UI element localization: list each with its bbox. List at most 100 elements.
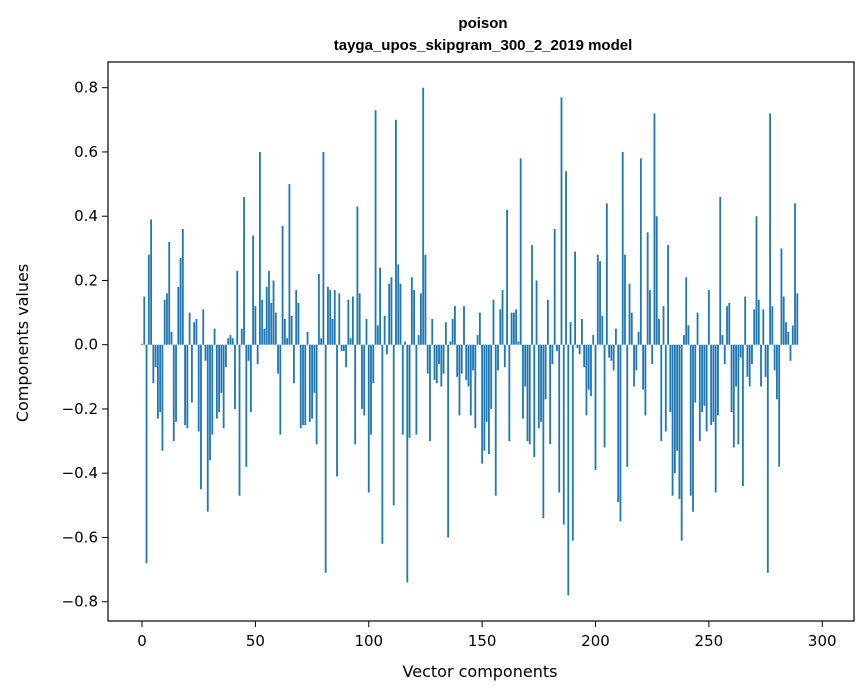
bar-161 bbox=[506, 209, 508, 345]
bar-200 bbox=[594, 344, 597, 470]
bar-7 bbox=[156, 344, 159, 419]
y-tick-label-7: 0.6 bbox=[74, 143, 98, 161]
bar-99 bbox=[365, 319, 368, 345]
bar-94 bbox=[354, 344, 357, 445]
bar-208 bbox=[612, 344, 615, 371]
bar-237 bbox=[678, 344, 681, 499]
bar-264 bbox=[739, 344, 742, 358]
bar-47 bbox=[247, 344, 250, 361]
bar-95 bbox=[356, 206, 359, 345]
bar-79 bbox=[320, 338, 323, 345]
bar-70 bbox=[299, 344, 302, 429]
bar-3 bbox=[147, 254, 150, 345]
bar-195 bbox=[583, 344, 586, 368]
bar-117 bbox=[406, 344, 409, 583]
x-tick-label-2: 100 bbox=[354, 632, 383, 650]
bar-194 bbox=[581, 319, 583, 345]
bar-116 bbox=[404, 341, 406, 345]
bar-253 bbox=[714, 344, 717, 493]
bar-104 bbox=[376, 325, 379, 345]
bar-138 bbox=[454, 306, 456, 345]
bar-180 bbox=[549, 344, 552, 445]
bar-269 bbox=[751, 344, 753, 364]
bar-58 bbox=[272, 280, 275, 345]
bar-49 bbox=[252, 235, 255, 345]
bar-259 bbox=[728, 302, 731, 345]
bar-130 bbox=[435, 344, 438, 384]
bar-98 bbox=[363, 344, 366, 416]
bar-192 bbox=[576, 344, 579, 348]
bar-131 bbox=[438, 344, 440, 364]
bar-173 bbox=[533, 344, 536, 458]
x-axis-label: Vector components bbox=[403, 662, 558, 681]
y-tick-label-6: 0.4 bbox=[74, 207, 98, 225]
bar-66 bbox=[290, 315, 293, 345]
bar-28 bbox=[204, 344, 207, 361]
bar-119 bbox=[410, 277, 413, 345]
bar-115 bbox=[401, 344, 404, 435]
bar-159 bbox=[501, 290, 504, 345]
bar-90 bbox=[345, 344, 347, 368]
bar-217 bbox=[633, 344, 635, 387]
bar-33 bbox=[215, 344, 218, 419]
bar-134 bbox=[444, 322, 447, 345]
bar-177 bbox=[542, 344, 545, 519]
bar-69 bbox=[297, 302, 300, 345]
bar-165 bbox=[515, 309, 518, 345]
bar-121 bbox=[415, 344, 418, 435]
bar-46 bbox=[245, 344, 248, 467]
bar-196 bbox=[585, 344, 588, 416]
bar-179 bbox=[546, 299, 549, 345]
y-tick-label-0: −0.8 bbox=[62, 593, 98, 611]
bar-72 bbox=[304, 344, 307, 426]
bar-26 bbox=[200, 344, 202, 490]
bar-128 bbox=[431, 319, 434, 345]
bar-266 bbox=[744, 296, 747, 345]
bar-16 bbox=[177, 286, 180, 345]
bar-110 bbox=[390, 277, 393, 345]
bar-63 bbox=[283, 319, 286, 345]
bar-273 bbox=[760, 344, 762, 387]
bar-32 bbox=[213, 328, 216, 345]
bar-101 bbox=[370, 344, 372, 435]
bar-0 bbox=[141, 343, 143, 345]
bar-112 bbox=[395, 119, 397, 345]
bar-4 bbox=[150, 219, 152, 345]
bar-162 bbox=[508, 344, 511, 442]
bar-156 bbox=[494, 344, 497, 496]
bar-235 bbox=[673, 344, 676, 474]
bar-182 bbox=[553, 229, 556, 345]
x-tick-label-5: 250 bbox=[695, 632, 724, 650]
bar-86 bbox=[336, 344, 338, 477]
bar-222 bbox=[644, 344, 647, 416]
bar-191 bbox=[574, 251, 576, 345]
bar-155 bbox=[492, 299, 495, 345]
bar-199 bbox=[592, 335, 595, 345]
bar-61 bbox=[279, 344, 282, 435]
bar-219 bbox=[637, 331, 640, 345]
bar-37 bbox=[225, 344, 227, 368]
bar-102 bbox=[372, 344, 375, 384]
bar-10 bbox=[163, 299, 166, 345]
bar-284 bbox=[785, 322, 787, 345]
bar-80 bbox=[322, 151, 325, 345]
bar-254 bbox=[717, 344, 719, 416]
bar-171 bbox=[528, 344, 531, 445]
bar-224 bbox=[649, 290, 651, 345]
bar-210 bbox=[617, 344, 620, 503]
bar-97 bbox=[361, 344, 363, 409]
bar-198 bbox=[590, 344, 592, 397]
bar-93 bbox=[351, 296, 354, 345]
bar-43 bbox=[238, 344, 241, 496]
bar-277 bbox=[769, 113, 772, 345]
bar-65 bbox=[288, 184, 291, 345]
bar-40 bbox=[231, 338, 234, 345]
bar-271 bbox=[755, 216, 758, 345]
bar-30 bbox=[209, 344, 211, 461]
bar-125 bbox=[424, 254, 427, 345]
bar-45 bbox=[243, 196, 245, 345]
bar-169 bbox=[524, 344, 527, 387]
bar-276 bbox=[766, 344, 769, 573]
bar-18 bbox=[181, 229, 184, 345]
bar-146 bbox=[472, 344, 474, 371]
